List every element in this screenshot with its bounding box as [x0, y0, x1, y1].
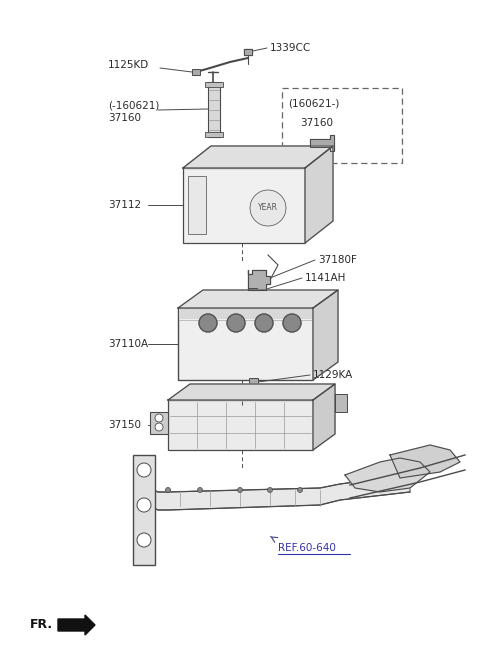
Circle shape — [137, 498, 151, 512]
Polygon shape — [148, 470, 410, 510]
Circle shape — [155, 423, 163, 431]
Bar — [150, 412, 168, 434]
Polygon shape — [248, 270, 270, 290]
Circle shape — [298, 487, 302, 493]
Text: 37160: 37160 — [108, 113, 141, 123]
Text: (160621-): (160621-) — [288, 99, 339, 109]
Polygon shape — [313, 384, 335, 450]
Circle shape — [197, 487, 203, 493]
Text: 37180F: 37180F — [318, 255, 357, 265]
Circle shape — [199, 314, 217, 332]
Bar — [168, 400, 313, 450]
Bar — [249, 288, 257, 296]
Bar — [205, 132, 223, 137]
Circle shape — [137, 533, 151, 547]
Circle shape — [283, 314, 301, 332]
Polygon shape — [183, 146, 333, 168]
Bar — [133, 455, 155, 565]
Polygon shape — [310, 135, 334, 151]
Bar — [208, 82, 220, 137]
Text: FR.: FR. — [30, 618, 53, 631]
Text: YEAR: YEAR — [258, 204, 278, 212]
Polygon shape — [345, 458, 430, 492]
Text: REF.60-640: REF.60-640 — [278, 543, 336, 553]
Circle shape — [155, 414, 163, 422]
Circle shape — [255, 314, 273, 332]
Bar — [205, 82, 223, 87]
Circle shape — [166, 487, 170, 493]
Text: 1339CC: 1339CC — [270, 43, 311, 53]
Text: 37110A: 37110A — [108, 339, 148, 349]
Circle shape — [250, 190, 286, 226]
Circle shape — [267, 487, 273, 493]
Bar — [179, 309, 312, 319]
Circle shape — [137, 463, 151, 477]
Text: (-160621): (-160621) — [108, 100, 159, 110]
Polygon shape — [178, 290, 338, 308]
Circle shape — [238, 487, 242, 493]
Polygon shape — [390, 445, 460, 478]
Text: 1141AH: 1141AH — [305, 273, 347, 283]
Polygon shape — [168, 384, 335, 400]
Polygon shape — [313, 290, 338, 380]
Text: 37160: 37160 — [300, 118, 333, 128]
Bar — [335, 394, 347, 412]
Bar — [188, 176, 206, 234]
Circle shape — [227, 314, 245, 332]
Polygon shape — [244, 49, 252, 55]
Polygon shape — [58, 615, 95, 635]
Text: 1129KA: 1129KA — [313, 370, 353, 380]
Polygon shape — [305, 146, 333, 243]
Bar — [192, 69, 200, 75]
Bar — [178, 308, 313, 380]
Text: 37150: 37150 — [108, 420, 141, 430]
Bar — [183, 168, 305, 243]
Text: 37112: 37112 — [108, 200, 141, 210]
Text: 1125KD: 1125KD — [108, 60, 149, 70]
Bar — [249, 378, 258, 387]
Bar — [244, 49, 252, 55]
Bar — [282, 88, 402, 163]
